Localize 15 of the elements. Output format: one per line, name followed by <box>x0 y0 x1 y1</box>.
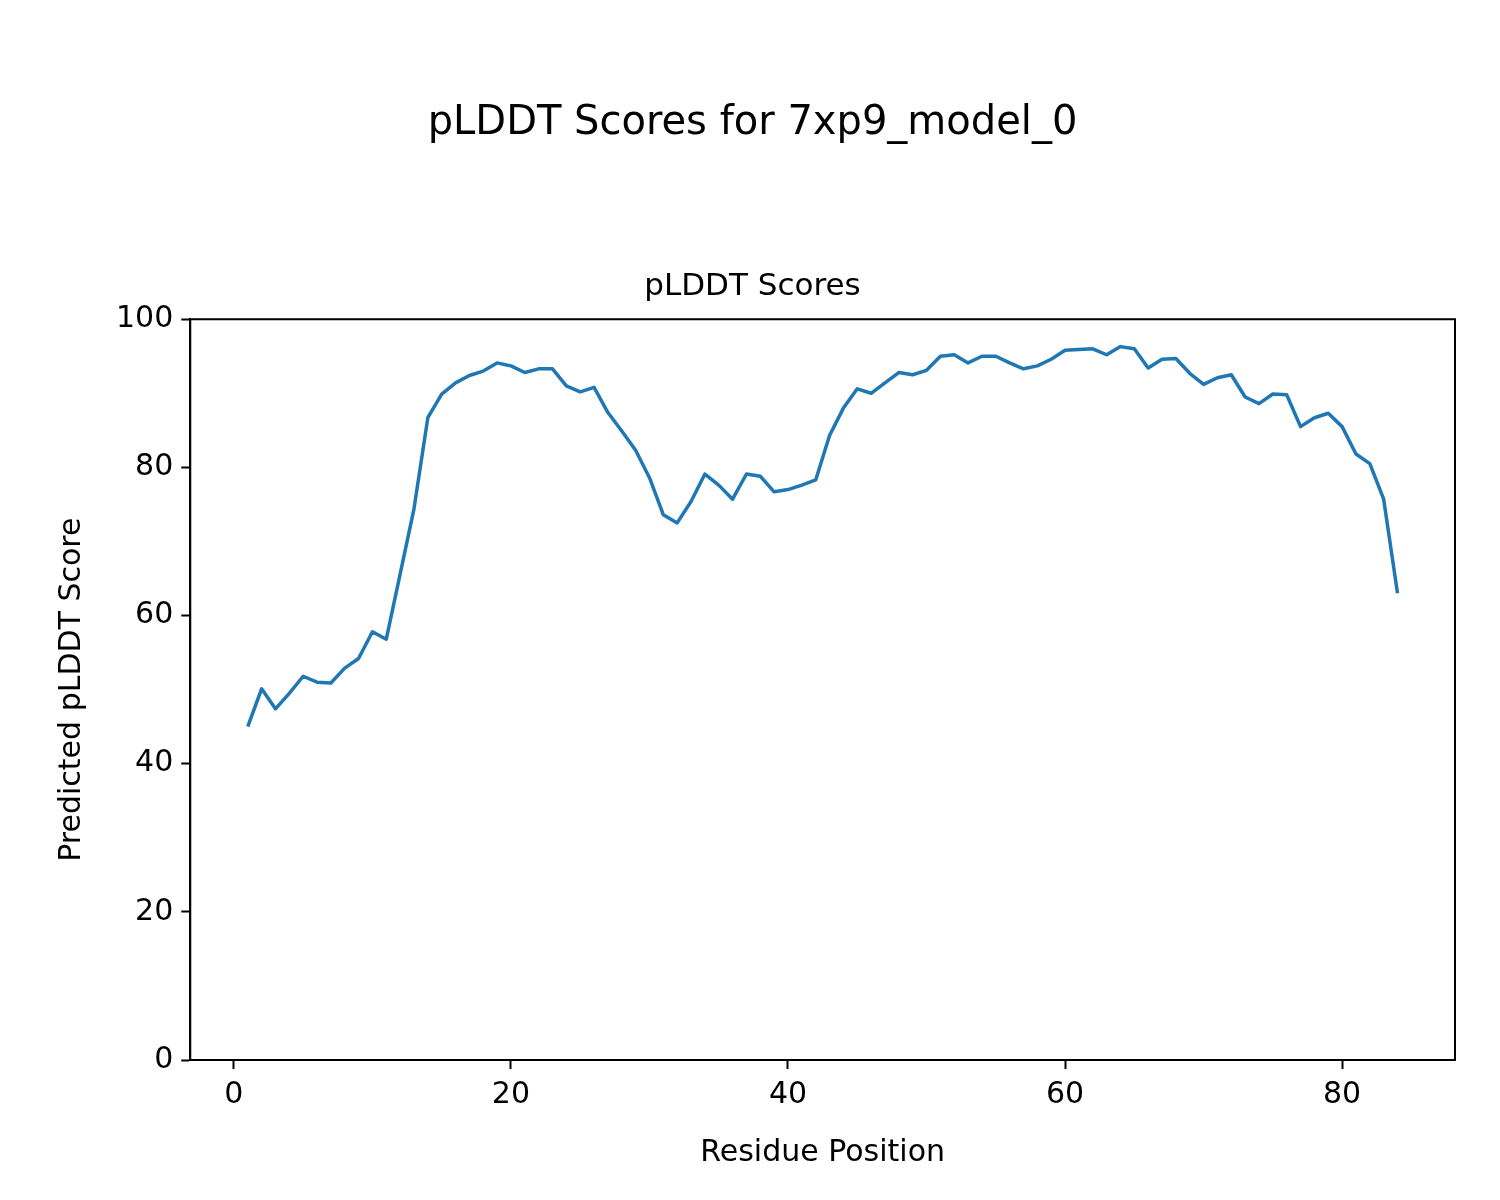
y-tick-label: 60 <box>135 595 174 631</box>
y-axis-title: Predicted pLDDT Score <box>51 517 87 862</box>
chart-title: pLDDT Scores for 7xp9_model_0 <box>427 97 1078 145</box>
x-tick-label: 0 <box>224 1074 244 1110</box>
y-tick-label: 40 <box>135 743 174 779</box>
y-tick-label: 0 <box>154 1039 174 1075</box>
x-tick-label: 80 <box>1323 1074 1362 1110</box>
x-tick-label: 60 <box>1045 1074 1085 1110</box>
x-axis-title: Residue Position <box>700 1132 946 1168</box>
y-tick-label: 80 <box>135 447 174 483</box>
chart-subtitle: pLDDT Scores <box>644 265 861 302</box>
x-tick-label: 40 <box>768 1074 808 1110</box>
x-tick-label: 20 <box>491 1074 531 1110</box>
y-tick-label: 100 <box>116 299 174 334</box>
y-tick-label: 20 <box>135 891 174 927</box>
